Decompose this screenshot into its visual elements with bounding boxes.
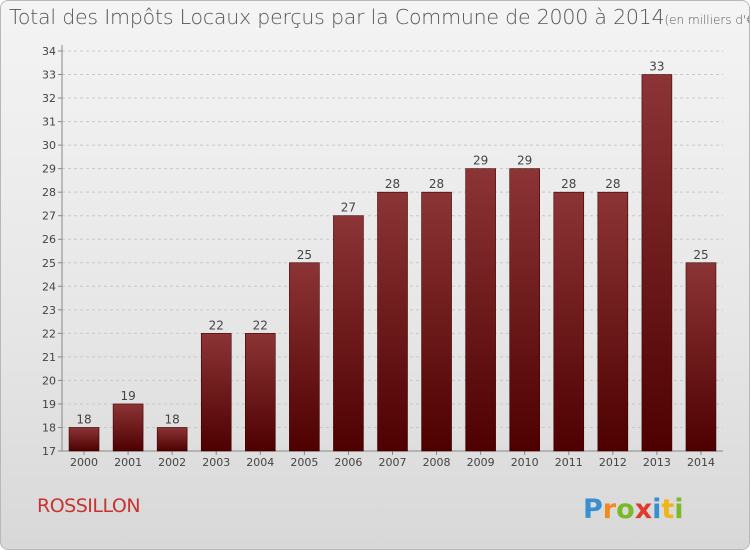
y-tick-label: 23 (42, 304, 56, 317)
value-labels: 18 19 18 22 22 25 27 28 28 29 29 28 28 33 25 (76, 60, 708, 427)
title-text: Total des Impôts Locaux perçus par la Co… (9, 5, 665, 29)
value-label-2004: 22 (253, 318, 268, 332)
x-tick-label-2001: 2001 (114, 456, 142, 469)
bar-2012 (597, 191, 629, 452)
value-label-2013: 33 (649, 60, 664, 74)
x-tick-label-2000: 2000 (70, 456, 98, 469)
x-tick-label-2013: 2013 (643, 456, 671, 469)
bar-2008 (421, 191, 452, 452)
y-tick-label: 29 (42, 163, 56, 176)
value-label-2014: 25 (693, 248, 708, 262)
title-unit: (en milliers d'€) (664, 13, 750, 27)
bar-2005 (289, 262, 320, 452)
value-label-2007: 28 (385, 177, 400, 191)
value-label-2002: 18 (165, 412, 180, 426)
value-label-2003: 22 (209, 318, 224, 332)
svg-text:Proxiti: Proxiti (583, 494, 684, 525)
value-label-2008: 28 (429, 177, 444, 191)
bar-2000 (68, 427, 100, 452)
y-tick-label: 19 (42, 398, 56, 411)
y-tick-label: 34 (42, 45, 56, 58)
y-tick-label: 27 (42, 210, 56, 223)
x-tick-label-2014: 2014 (687, 456, 715, 469)
y-tick-label: 24 (42, 280, 56, 293)
bar-2003 (200, 333, 232, 452)
y-tick-label: 28 (42, 186, 56, 199)
y-tick-label: 30 (42, 139, 56, 152)
bar-2011 (553, 191, 585, 452)
x-tick-label-2005: 2005 (290, 456, 318, 469)
x-tick-label-2006: 2006 (334, 456, 362, 469)
bars (68, 74, 717, 452)
value-label-2009: 29 (473, 154, 488, 168)
bar-2014 (685, 262, 717, 452)
value-label-2000: 18 (76, 412, 91, 426)
chart-title: Total des Impôts Locaux perçus par la Co… (9, 5, 750, 29)
y-tick-label: 31 (42, 116, 56, 129)
bar-2013 (641, 74, 673, 452)
value-label-2006: 27 (341, 201, 356, 215)
value-label-2011: 28 (561, 177, 576, 191)
value-label-2001: 19 (120, 389, 135, 403)
x-tick-label-2003: 2003 (202, 456, 230, 469)
bar-2001 (112, 403, 144, 452)
x-tick-label-2012: 2012 (599, 456, 627, 469)
x-tick-label-2011: 2011 (555, 456, 583, 469)
bar-2004 (245, 333, 276, 452)
value-label-2005: 25 (297, 248, 312, 262)
bar-2010 (509, 168, 540, 452)
bar-2002 (156, 427, 188, 452)
bar-2009 (465, 168, 496, 452)
value-label-2010: 29 (517, 154, 532, 168)
y-tick-label: 33 (42, 69, 56, 82)
y-tick-label: 26 (42, 233, 56, 246)
y-tick-label: 25 (42, 257, 56, 270)
bar-2007 (377, 191, 408, 452)
proxiti-logo: Proxiti (583, 494, 684, 525)
y-tick-label: 17 (42, 445, 56, 458)
y-tick-label: 18 (42, 421, 56, 434)
y-tick-label: 32 (42, 92, 56, 105)
x-tick-label-2007: 2007 (379, 456, 407, 469)
x-tick-label-2009: 2009 (467, 456, 495, 469)
bar-2006 (333, 215, 364, 452)
value-label-2012: 28 (605, 177, 620, 191)
x-tick-label-2002: 2002 (158, 456, 186, 469)
y-tick-label: 22 (42, 327, 56, 340)
x-tick-label-2008: 2008 (423, 456, 451, 469)
commune-name: ROSSILLON (37, 495, 141, 517)
y-tick-label: 21 (42, 351, 56, 364)
y-tick-label: 20 (42, 374, 56, 387)
x-tick-label-2004: 2004 (246, 456, 274, 469)
x-tick-label-2010: 2010 (511, 456, 539, 469)
axes: 17 18 19 20 21 22 23 24 25 26 27 28 29 30 31 32 33 34 2000… (42, 45, 723, 469)
